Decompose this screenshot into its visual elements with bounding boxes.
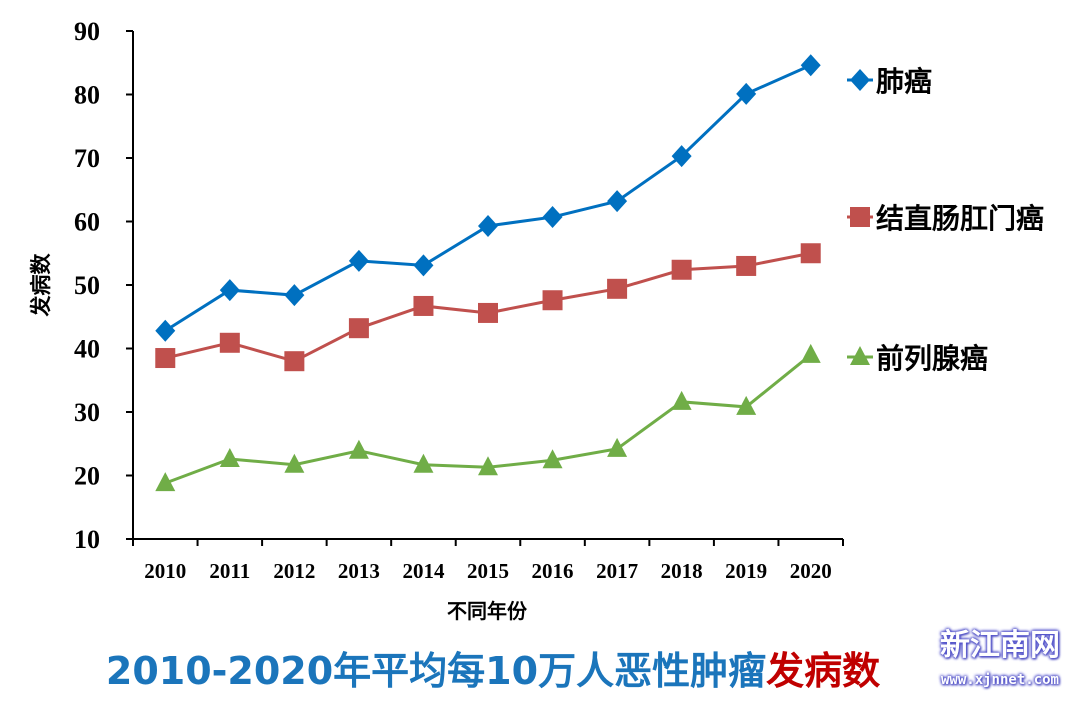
- data-point: [671, 259, 692, 280]
- data-point: [736, 395, 757, 415]
- data-point: [348, 249, 369, 272]
- data-point: [607, 190, 628, 213]
- watermark-name: 新江南网: [940, 628, 1060, 663]
- y-tick-label: 70: [74, 144, 100, 173]
- data-point: [219, 447, 240, 467]
- y-tick-label: 90: [74, 17, 100, 46]
- chart-title-highlight: 发病数: [766, 649, 881, 693]
- data-point: [348, 439, 369, 459]
- data-point: [155, 319, 176, 342]
- data-point: [219, 279, 240, 302]
- legend-label: 结直肠肛门癌: [876, 202, 1044, 235]
- data-point: [478, 214, 498, 237]
- data-point: [607, 278, 628, 299]
- y-axis-title: 发病数: [29, 253, 53, 318]
- data-point: [284, 453, 305, 473]
- watermark-url: www.xjnnet.com: [940, 672, 1059, 688]
- data-point: [671, 145, 692, 168]
- x-tick-label: 2014: [402, 559, 445, 583]
- y-tick-label: 80: [74, 81, 100, 110]
- data-point: [671, 390, 692, 410]
- x-tick-label: 2020: [790, 559, 832, 583]
- data-point: [542, 290, 563, 311]
- x-tick-label: 2019: [725, 559, 767, 583]
- data-point: [155, 348, 176, 369]
- data-point: [478, 456, 498, 476]
- watermark-logo: 新江南网 www.xjnnet.com: [930, 620, 1070, 688]
- x-tick-label: 2013: [338, 559, 380, 583]
- legend-marker: [850, 69, 870, 91]
- data-point: [607, 437, 628, 457]
- data-point: [284, 284, 305, 307]
- x-tick-label: 2012: [273, 559, 315, 583]
- x-axis-title: 不同年份: [447, 599, 528, 623]
- data-point: [413, 295, 434, 316]
- data-point: [219, 332, 240, 353]
- y-tick-label: 20: [74, 462, 100, 491]
- data-point: [736, 255, 757, 276]
- data-point: [478, 302, 498, 323]
- data-point: [542, 206, 563, 229]
- legend-label: 肺癌: [876, 65, 932, 98]
- x-tick-label: 2010: [144, 559, 186, 583]
- x-tick-label: 2011: [209, 559, 250, 583]
- data-point: [284, 351, 305, 372]
- y-tick-label: 30: [74, 398, 100, 427]
- y-tick-label: 10: [74, 525, 100, 554]
- y-tick-label: 50: [74, 271, 100, 300]
- legend-marker: [850, 207, 870, 227]
- data-point: [800, 54, 821, 77]
- legend-label: 前列腺癌: [876, 342, 988, 375]
- data-point: [542, 449, 563, 469]
- x-tick-label: 2016: [532, 559, 574, 583]
- data-point: [800, 243, 821, 264]
- x-tick-label: 2017: [596, 559, 638, 583]
- legend-marker: [850, 346, 870, 365]
- y-tick-label: 60: [74, 208, 100, 237]
- chart-title-main: 2010-2020年平均每10万人恶性肿瘤: [105, 649, 767, 693]
- data-point: [800, 343, 821, 363]
- data-point: [413, 254, 434, 277]
- data-point: [348, 318, 369, 339]
- y-tick-label: 40: [74, 335, 100, 364]
- x-tick-label: 2015: [467, 559, 509, 583]
- chart-title: 2010-2020年平均每10万人恶性肿瘤发病数: [0, 640, 986, 695]
- data-point: [155, 472, 176, 492]
- data-point: [413, 453, 434, 473]
- series-line-0: [164, 63, 812, 332]
- data-point: [736, 82, 757, 105]
- x-tick-label: 2018: [661, 559, 703, 583]
